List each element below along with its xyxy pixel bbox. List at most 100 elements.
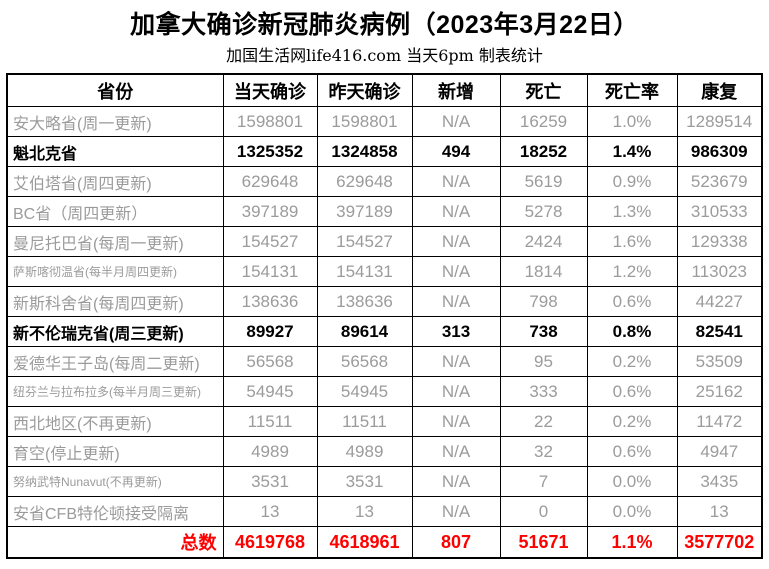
value-cell: 3531 [316,466,413,497]
value-cell: 798 [499,286,588,317]
province-cell: 萨斯喀彻温省(每半月周四更新) [6,256,224,287]
province-cell: 纽芬兰与拉布拉多(每半月周三更新) [6,376,224,407]
table-row: 安省CFB特伦顿接受隔离 13 13 N/A 0 0.0% 13 [6,496,763,527]
value-cell: 494 [411,136,501,167]
totals-value-cell: 807 [411,526,501,559]
value-cell: 1598801 [222,106,318,137]
value-cell: 56568 [222,346,318,377]
value-cell: 7 [499,466,588,497]
value-cell: 154131 [316,256,413,287]
value-cell: N/A [411,196,501,227]
value-cell: 4989 [316,436,413,467]
totals-value-cell: 51671 [499,526,588,559]
value-cell: 5278 [499,196,588,227]
value-cell: 54945 [316,376,413,407]
value-cell: 313 [411,316,501,347]
value-cell: 89614 [316,316,413,347]
totals-label: 总数 [6,526,224,559]
province-cell: 安大略省(周一更新) [6,106,224,137]
value-cell: 13 [222,496,318,527]
value-cell: 1814 [499,256,588,287]
value-cell: 0.2% [586,346,678,377]
totals-row: 总数 4619768 4618961 807 51671 1.1% 3577702 [6,526,763,559]
value-cell: 0.0% [586,496,678,527]
value-cell: N/A [411,496,501,527]
totals-value-cell: 4618961 [316,526,413,559]
table-row: 安大略省(周一更新) 1598801 1598801 N/A 16259 1.0% 1289… [6,106,763,137]
column-header-today: 当天确诊 [222,73,318,107]
value-cell: 629648 [222,166,318,197]
table-row: 西北地区(不再更新) 11511 11511 N/A 22 0.2% 11472 [6,406,763,437]
value-cell: 32 [499,436,588,467]
value-cell: 53509 [676,346,763,377]
value-cell: 629648 [316,166,413,197]
value-cell: 138636 [316,286,413,317]
page-subtitle: 加国生活网life416.com 当天6pm 制表统计 [226,46,543,65]
province-cell: BC省（周四更新） [6,196,224,227]
value-cell: 25162 [676,376,763,407]
value-cell: 1.2% [586,256,678,287]
value-cell: 1324858 [316,136,413,167]
value-cell: N/A [411,376,501,407]
value-cell: 0.8% [586,316,678,347]
table-body: 安大略省(周一更新) 1598801 1598801 N/A 16259 1.0% 1289… [6,106,763,527]
value-cell: 0.0% [586,466,678,497]
column-header-yesterday: 昨天确诊 [316,73,413,107]
value-cell: 310533 [676,196,763,227]
value-cell: 2424 [499,226,588,257]
value-cell: 56568 [316,346,413,377]
value-cell: 0.6% [586,436,678,467]
header-row: 省份 当天确诊 昨天确诊 新增 死亡 死亡率 康复 [6,73,763,107]
value-cell: 0.6% [586,286,678,317]
column-header-recovered: 康复 [676,73,763,107]
value-cell: 11511 [222,406,318,437]
value-cell: N/A [411,436,501,467]
value-cell: N/A [411,286,501,317]
value-cell: 3435 [676,466,763,497]
province-cell: 努纳武特Nunavut(不再更新) [6,466,224,497]
value-cell: 11511 [316,406,413,437]
column-header-death-rate: 死亡率 [586,73,678,107]
value-cell: 738 [499,316,588,347]
province-cell: 魁北克省 [6,136,224,167]
province-cell: 新斯科舍省(每周四更新) [6,286,224,317]
value-cell: 397189 [222,196,318,227]
value-cell: 22 [499,406,588,437]
value-cell: 5619 [499,166,588,197]
column-header-new: 新增 [411,73,501,107]
value-cell: N/A [411,466,501,497]
value-cell: 154527 [316,226,413,257]
table-foot: 总数 4619768 4618961 807 51671 1.1% 3577702 [6,526,763,559]
table-row: 新不伦瑞克省(周三更新) 89927 89614 313 738 0.8% 82541 [6,316,763,347]
value-cell: 11472 [676,406,763,437]
value-cell: N/A [411,106,501,137]
table-row: 萨斯喀彻温省(每半月周四更新) 154131 154131 N/A 1814 1.2% 11… [6,256,763,287]
value-cell: 3531 [222,466,318,497]
totals-value-cell: 3577702 [676,526,763,559]
value-cell: 89927 [222,316,318,347]
page-title: 加拿大确诊新冠肺炎病例（2023年3月22日） [130,11,639,39]
value-cell: 0.2% [586,406,678,437]
province-cell: 新不伦瑞克省(周三更新) [6,316,224,347]
value-cell: 0.9% [586,166,678,197]
table-row: BC省（周四更新） 397189 397189 N/A 5278 1.3% 310533 [6,196,763,227]
value-cell: 333 [499,376,588,407]
table-row: 育空(停止更新) 4989 4989 N/A 32 0.6% 4947 [6,436,763,467]
value-cell: 4989 [222,436,318,467]
value-cell: 16259 [499,106,588,137]
table-row: 魁北克省 1325352 1324858 494 18252 1.4% 986309 [6,136,763,167]
value-cell: 4947 [676,436,763,467]
page: 加拿大确诊新冠肺炎病例（2023年3月22日） 加国生活网life416.com… [0,5,769,569]
province-cell: 艾伯塔省(周四更新) [6,166,224,197]
value-cell: 82541 [676,316,763,347]
value-cell: N/A [411,226,501,257]
value-cell: 397189 [316,196,413,227]
column-header-deaths: 死亡 [499,73,588,107]
value-cell: 1.0% [586,106,678,137]
value-cell: N/A [411,346,501,377]
value-cell: 1325352 [222,136,318,167]
province-cell: 曼尼托巴省(每周一更新) [6,226,224,257]
table-row: 艾伯塔省(周四更新) 629648 629648 N/A 5619 0.9% 523679 [6,166,763,197]
table-row: 纽芬兰与拉布拉多(每半月周三更新) 54945 54945 N/A 333 0.6% 251… [6,376,763,407]
value-cell: 95 [499,346,588,377]
